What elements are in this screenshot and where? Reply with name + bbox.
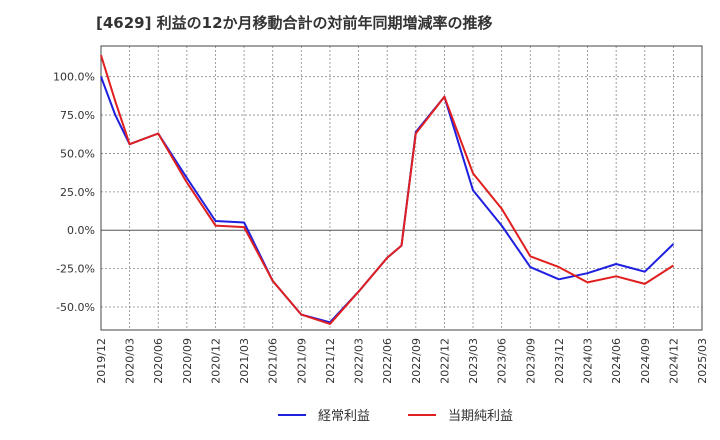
y-tick-label: 100.0% (53, 71, 95, 84)
x-tick-label: 2022/06 (381, 338, 394, 384)
plot-area (101, 46, 702, 330)
plot-background (101, 46, 702, 330)
x-tick-label: 2024/09 (639, 338, 652, 384)
x-tick-label: 2023/09 (524, 338, 537, 384)
x-tick-label: 2021/09 (295, 338, 308, 384)
x-tick-label: 2025/03 (696, 338, 709, 384)
x-tick-label: 2024/03 (582, 338, 595, 384)
x-tick-label: 2020/06 (152, 338, 165, 384)
grid-lines (101, 46, 702, 330)
legend: 経常利益 当期純利益 (278, 409, 513, 424)
x-tick-label: 2021/03 (238, 338, 251, 384)
series-lines (100, 54, 675, 325)
x-tick-label: 2021/12 (324, 338, 337, 384)
x-tick-label: 2023/12 (553, 338, 566, 384)
x-tick-label: 2022/12 (438, 338, 451, 384)
x-tick-label: 2024/12 (667, 338, 680, 384)
x-tick-label: 2023/03 (467, 338, 480, 384)
plot-frame (100, 45, 703, 331)
y-tick-label: 0.0% (67, 224, 95, 237)
axes: 100.0% 75.0% 50.0% 25.0% 0.0% -25.0% -50.0% 201… (53, 45, 709, 384)
legend-label-2: 当期純利益 (448, 409, 513, 424)
chart-title: [4629] 利益の12か月移動合計の対前年同期増減率の推移 (96, 14, 493, 32)
y-tick-label: 75.0% (60, 109, 95, 122)
x-tick-label: 2019/12 (95, 338, 108, 384)
x-tick-label: 2020/09 (181, 338, 194, 384)
x-tick-label: 2023/06 (496, 338, 509, 384)
x-tick-label: 2022/09 (410, 338, 423, 384)
y-tick-label: -25.0% (56, 263, 95, 276)
x-tick-label: 2022/03 (353, 338, 366, 384)
x-tick-label: 2021/06 (267, 338, 280, 384)
x-tick-label: 2020/03 (124, 338, 137, 384)
series-line-2 (100, 54, 674, 325)
x-tick-label: 2020/12 (209, 338, 222, 384)
x-tick-label: 2024/06 (610, 338, 623, 384)
y-tick-label: -50.0% (56, 301, 95, 314)
y-tick-label: 25.0% (60, 186, 95, 199)
legend-label-1: 経常利益 (318, 409, 370, 424)
y-tick-label: 50.0% (60, 147, 95, 160)
